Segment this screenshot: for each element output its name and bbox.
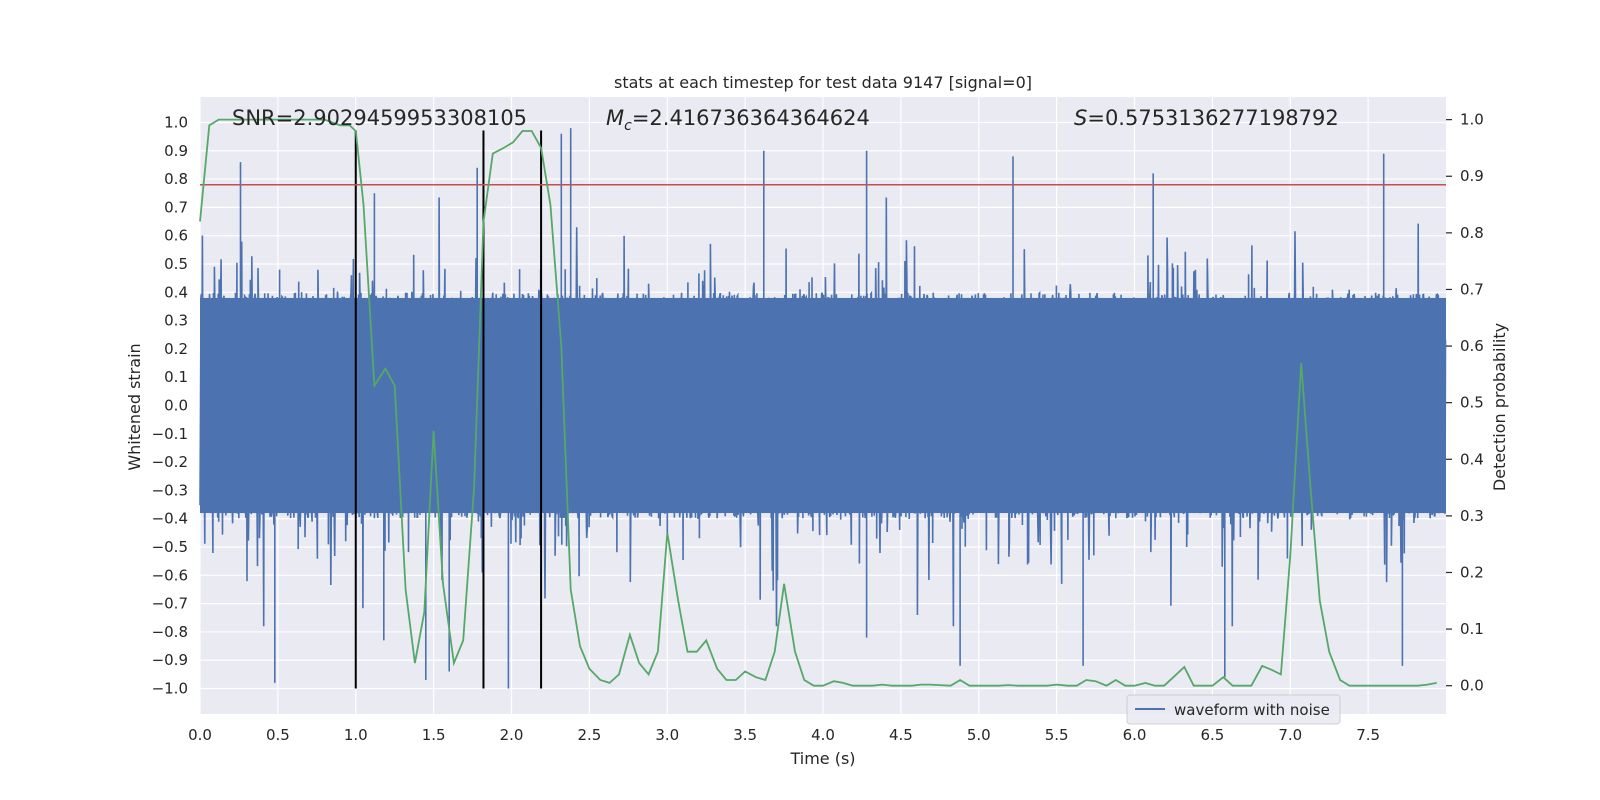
- y-left-tick-label: −0.5: [152, 538, 188, 556]
- snr-annotation: SNR=2.9029459953308105: [232, 106, 527, 130]
- probability-line: [199, 118, 1437, 687]
- y-left-tick-label: 0.6: [164, 227, 188, 245]
- x-tick-label: 2.5: [577, 726, 601, 744]
- y-left-axis-label: Whitened strain: [125, 343, 144, 470]
- x-tick-label: 3.0: [655, 726, 679, 744]
- x-tick-label: 2.0: [500, 726, 524, 744]
- x-tick-label: 1.5: [422, 726, 446, 744]
- y-left-tick-label: 1.0: [164, 113, 188, 131]
- y-left-tick-label: 0.0: [164, 397, 188, 415]
- x-tick-label: 7.0: [1278, 726, 1302, 744]
- legend-box: [1126, 694, 1341, 725]
- y-right-tick-label: 0.6: [1460, 337, 1484, 355]
- x-axis-label: Time (s): [789, 749, 855, 768]
- x-tick-label: 6.5: [1200, 726, 1224, 744]
- y-right-tick-label: 0.5: [1460, 394, 1484, 412]
- x-tick-label: 4.5: [889, 726, 913, 744]
- mc-symbol: M: [606, 106, 624, 130]
- y-right-tick-label: 0.8: [1460, 224, 1484, 242]
- chart-title: stats at each timestep for test data 914…: [614, 73, 1032, 92]
- x-tick-label: 0.0: [188, 726, 212, 744]
- y-left-tick-label: 0.5: [164, 255, 188, 273]
- y-right-tick-label: 0.9: [1460, 167, 1484, 185]
- mc-value: =2.416736364364624: [632, 106, 870, 130]
- chirp-mass-annotation: Mc=2.416736364364624: [606, 106, 870, 134]
- y-left-tick-label: 0.9: [164, 142, 188, 160]
- x-tick-label: 6.0: [1123, 726, 1147, 744]
- y-left-tick-label: 0.2: [164, 340, 188, 358]
- y-left-tick-label: 0.3: [164, 312, 188, 330]
- y-left-tick-label: −0.7: [152, 595, 188, 613]
- y-left-tick-label: −0.3: [152, 481, 188, 499]
- y-right-tick-label: 0.7: [1460, 280, 1484, 298]
- x-tick-label: 5.0: [967, 726, 991, 744]
- x-tick-labels: 0.0 0.5 1.0 1.5 2.0 2.5 3.0 3.5 4.0 4.5 5.0 5.5 6.0 6…: [188, 726, 1380, 744]
- x-tick-label: 4.0: [811, 726, 835, 744]
- y-left-tick-label: −0.1: [152, 425, 188, 443]
- y-left-tick-label: −0.2: [152, 453, 188, 471]
- waveform-line: [199, 128, 1447, 689]
- y-left-tick-label: −0.6: [152, 566, 188, 584]
- y-left-tick-label: −0.4: [152, 510, 188, 528]
- x-tick-label: 1.0: [344, 726, 368, 744]
- y-right-axis-label: Detection probability: [1490, 323, 1509, 491]
- y-right-tick-label: 0.4: [1460, 450, 1484, 468]
- y-left-tick-label: 0.1: [164, 368, 188, 386]
- y-right-tick-label: 0.1: [1460, 620, 1484, 638]
- y-right-tick-labels: 1.0 0.9 0.8 0.7 0.6 0.5 0.4 0.3 0.2 0.1 0.0: [1446, 111, 1484, 695]
- x-tick-label: 5.5: [1045, 726, 1069, 744]
- y-right-tick-label: 1.0: [1460, 111, 1484, 129]
- legend-label: waveform with noise: [1174, 701, 1330, 719]
- y-right-tick-label: 0.2: [1460, 563, 1484, 581]
- s-value: =0.5753136277198792: [1087, 106, 1338, 130]
- x-tick-label: 7.5: [1356, 726, 1380, 744]
- y-left-tick-label: −1.0: [152, 680, 188, 698]
- s-symbol: S: [1074, 106, 1087, 130]
- waveform-series: [199, 128, 1447, 689]
- legend: waveform with noise: [1126, 694, 1341, 725]
- y-left-tick-label: −0.9: [152, 651, 188, 669]
- x-tick-label: 3.5: [733, 726, 757, 744]
- y-right-tick-label: 0.3: [1460, 507, 1484, 525]
- s-annotation: S=0.5753136277198792: [1074, 106, 1339, 130]
- y-left-tick-label: 0.7: [164, 198, 188, 216]
- y-left-tick-label: −0.8: [152, 623, 188, 641]
- y-left-tick-label: 0.8: [164, 170, 188, 188]
- x-tick-label: 0.5: [266, 726, 290, 744]
- y-right-tick-label: 0.0: [1460, 677, 1484, 695]
- y-left-tick-labels: 1.0 0.9 0.8 0.7 0.6 0.5 0.4 0.3 0.2 0.1 0.0 −0.1 −0.…: [152, 113, 188, 697]
- mc-subscript: c: [624, 118, 632, 134]
- y-left-tick-label: 0.4: [164, 283, 188, 301]
